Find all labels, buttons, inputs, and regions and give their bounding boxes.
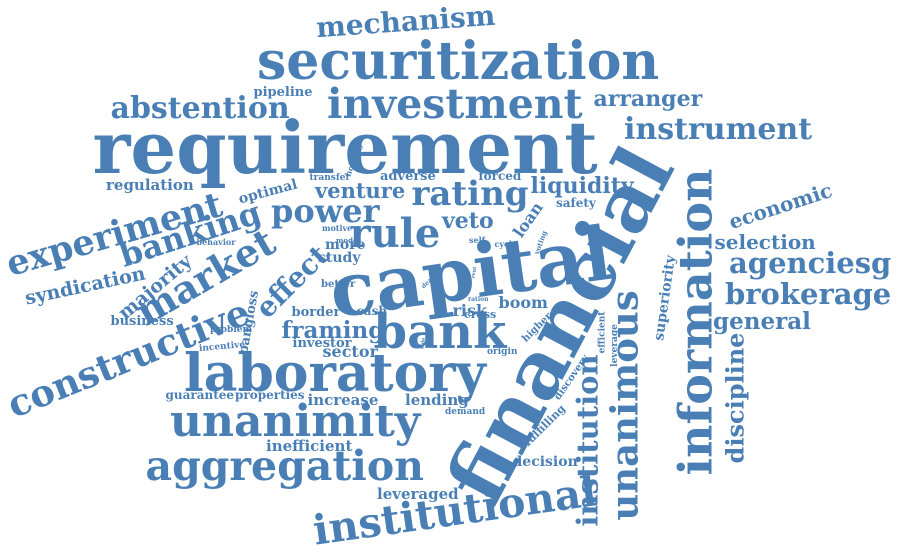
word-safety: safety <box>556 196 596 210</box>
word-leveraged: leveraged <box>377 484 459 503</box>
word-self: self <box>469 235 486 245</box>
word-power: power <box>271 192 380 230</box>
word-study: study <box>318 250 361 266</box>
word-regulation: regulation <box>106 175 194 194</box>
word-general: general <box>713 307 811 335</box>
word-leverage: leverage <box>609 323 620 367</box>
word-cycle: cycle <box>494 239 518 249</box>
word-abstention: abstention <box>110 91 290 126</box>
word-origin: origin <box>487 346 518 357</box>
word-discipline: discipline <box>719 332 749 464</box>
word-guarantee: guarantee <box>165 388 235 402</box>
word-problem: problem <box>210 324 252 335</box>
word-aggregation: aggregation <box>145 441 425 490</box>
word-arranger: arranger <box>593 86 703 112</box>
word-ration: ration <box>468 296 489 303</box>
word-demand: demand <box>445 406 486 417</box>
word-venture: venture <box>315 177 406 203</box>
word-investment: investment <box>327 79 583 128</box>
word-requirement: requirement <box>92 105 598 190</box>
word-securitization: securitization <box>257 31 660 92</box>
word-institution: institution <box>570 353 605 527</box>
word-cash: cash <box>356 304 388 318</box>
word-increase: increase <box>307 390 379 409</box>
word-transfer: transfer <box>309 172 351 183</box>
word-business: business <box>110 313 174 329</box>
word-investor: investor <box>292 335 352 351</box>
word-instrument: instrument <box>624 112 813 147</box>
word-rule: rule <box>349 210 441 257</box>
word-cross: cross <box>464 307 497 321</box>
word-veto: veto <box>442 208 494 234</box>
word-inefficient: inefficient <box>266 436 353 455</box>
word-more: more <box>325 237 366 253</box>
word-liquidity: liquidity <box>530 173 634 199</box>
word-motive: motive <box>322 223 353 233</box>
word-adverse: adverse <box>380 168 436 184</box>
word-risk: risk <box>452 301 488 320</box>
word-agenciesg: agenciesg <box>729 245 892 280</box>
word-boom: boom <box>498 293 548 312</box>
word-brokerage: brokerage <box>725 276 892 311</box>
word-model: model <box>336 235 361 245</box>
word-framing: framing <box>281 316 385 344</box>
word-sector: sector <box>322 342 378 361</box>
word-rating: rating <box>411 174 529 214</box>
word-forced: forced <box>478 169 522 183</box>
word-better: better <box>321 279 356 290</box>
word-laboratory: laboratory <box>184 343 486 404</box>
word-economic: economic <box>725 178 835 234</box>
word-pipeline: pipeline <box>253 84 313 100</box>
word-unanimity: unanimity <box>170 396 421 447</box>
word-selection: selection <box>714 230 816 254</box>
word-behavior: behavior <box>196 237 236 247</box>
word-efficient: efficient <box>597 311 608 353</box>
word-lending: lending <box>405 390 469 409</box>
word-bank: bank <box>373 304 507 360</box>
word-border: border <box>291 304 341 320</box>
word-properties: properties <box>235 388 305 402</box>
word-decision: decision <box>512 454 578 470</box>
word-information: information <box>667 168 722 476</box>
